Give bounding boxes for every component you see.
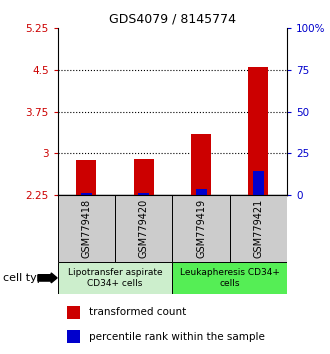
- Text: GSM779420: GSM779420: [139, 199, 149, 258]
- Bar: [67, 306, 80, 319]
- Bar: [58, 195, 115, 262]
- Bar: [81, 193, 92, 195]
- Text: cell type: cell type: [3, 273, 51, 283]
- Bar: [67, 330, 80, 343]
- Bar: [134, 159, 154, 195]
- Text: percentile rank within the sample: percentile rank within the sample: [89, 332, 265, 342]
- Bar: [253, 171, 264, 195]
- Title: GDS4079 / 8145774: GDS4079 / 8145774: [109, 13, 236, 26]
- Text: Leukapheresis CD34+
cells: Leukapheresis CD34+ cells: [180, 268, 280, 287]
- Bar: [58, 262, 173, 294]
- Text: GSM779419: GSM779419: [196, 199, 206, 258]
- Text: Lipotransfer aspirate
CD34+ cells: Lipotransfer aspirate CD34+ cells: [68, 268, 162, 287]
- Text: GSM779418: GSM779418: [82, 199, 91, 258]
- Bar: [173, 262, 287, 294]
- Bar: [248, 67, 269, 195]
- Bar: [115, 195, 173, 262]
- Bar: [230, 195, 287, 262]
- Bar: [196, 189, 207, 195]
- Bar: [76, 160, 96, 195]
- Bar: [173, 195, 230, 262]
- Text: GSM779421: GSM779421: [253, 199, 263, 258]
- Text: transformed count: transformed count: [89, 308, 186, 318]
- Bar: [191, 134, 211, 195]
- Bar: [138, 193, 149, 195]
